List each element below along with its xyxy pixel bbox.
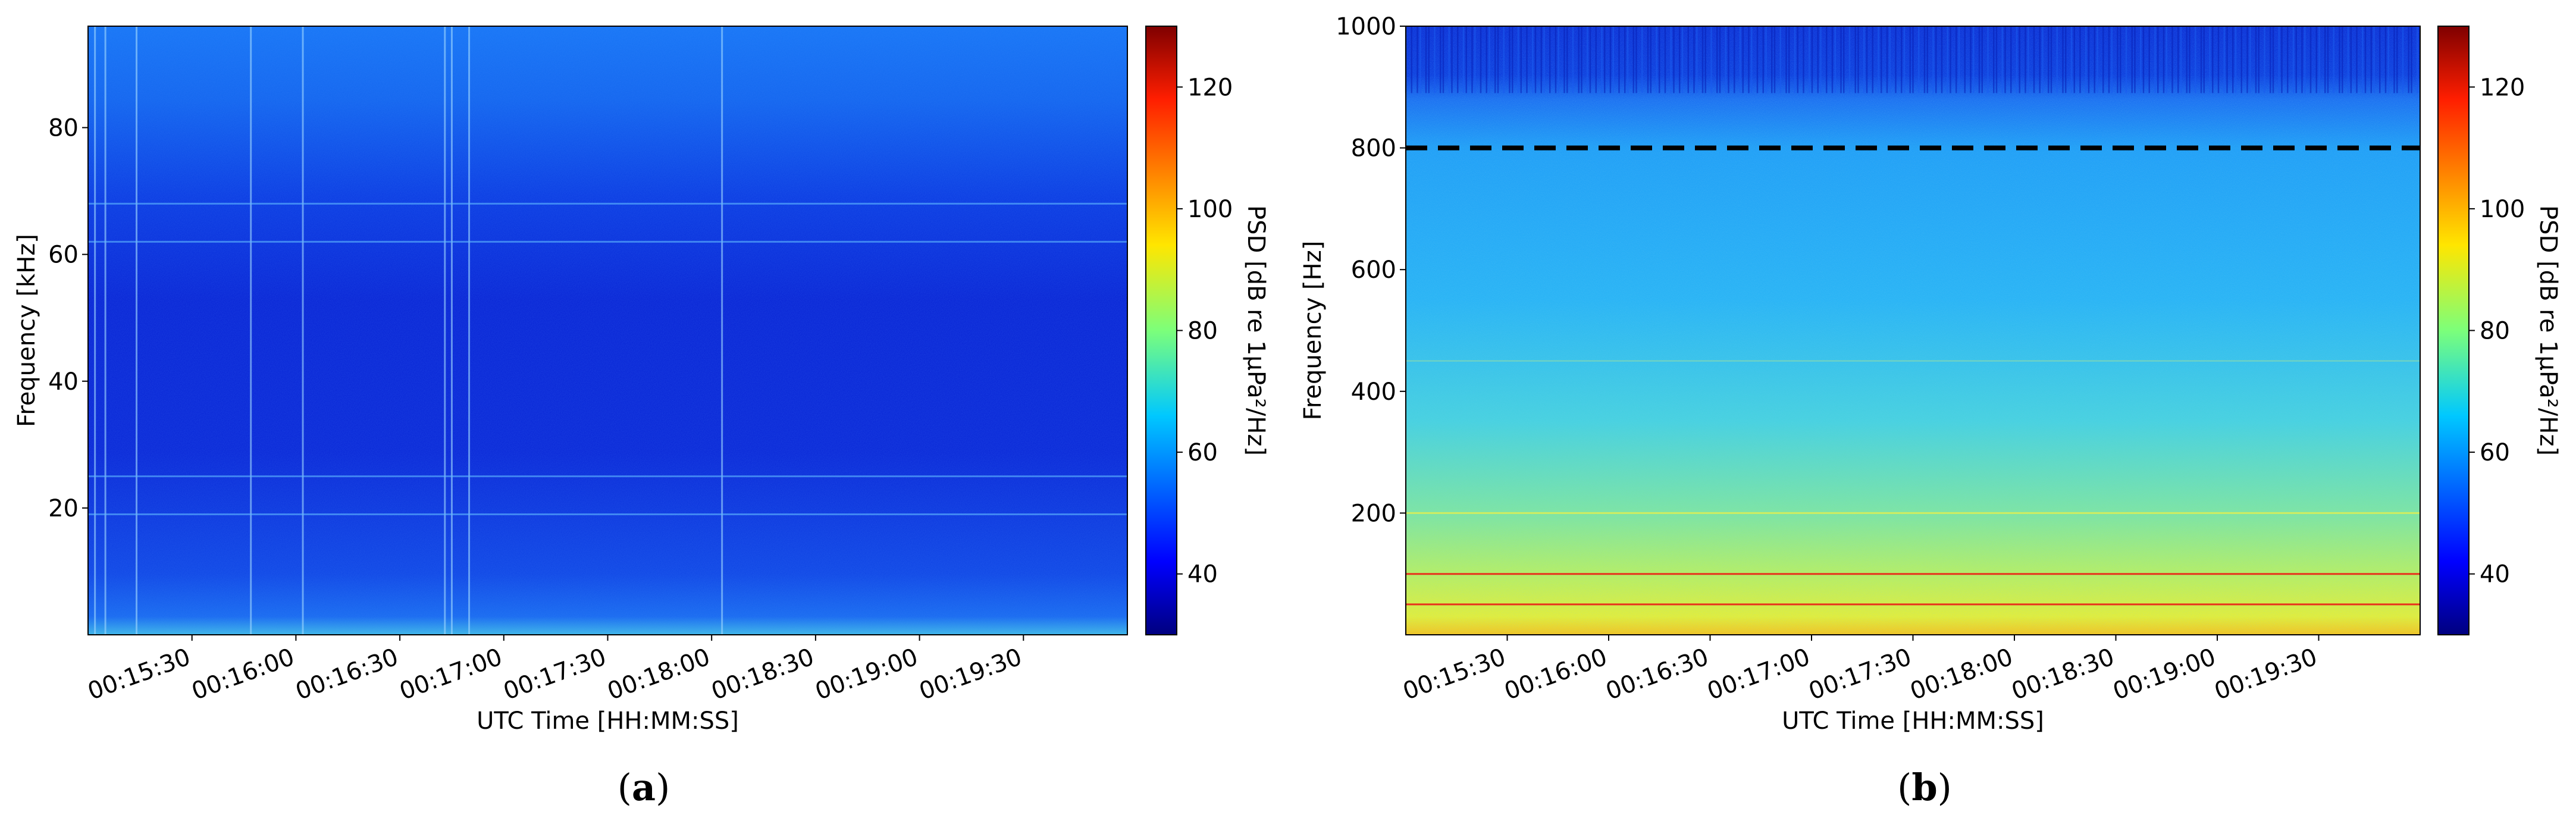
colorbar-tick-label: 40 — [2480, 561, 2510, 588]
y-tick-label: 400 — [1351, 378, 1396, 406]
colorbar-tick-label: 60 — [1187, 439, 1218, 466]
x-axis-label: UTC Time [HH:MM:SS] — [1782, 707, 2044, 735]
y-axis-label: Frequency [kHz] — [13, 234, 40, 427]
y-tick-label: 200 — [1351, 500, 1396, 527]
y-axis-label: Frequency [Hz] — [1299, 241, 1327, 421]
x-tick-label: 00:16:00 — [1501, 643, 1611, 706]
y-tick-label: 600 — [1351, 256, 1396, 284]
colorbar-label: PSD [dB re 1μPa²/Hz] — [2534, 205, 2562, 456]
colorbar-tick-label: 80 — [2480, 318, 2510, 345]
x-tick-label: 00:17:30 — [1805, 643, 1915, 706]
colorbar — [2437, 26, 2470, 635]
spectrogram-noise — [1406, 26, 2420, 635]
x-tick-label: 00:18:00 — [1907, 643, 2017, 706]
colorbar — [1145, 26, 1177, 635]
colorbar-tick-label: 40 — [1187, 561, 1218, 588]
y-tick-label: 60 — [48, 242, 79, 269]
x-tick-label: 00:18:30 — [2008, 643, 2118, 706]
panel-label: (a) — [618, 766, 670, 809]
colorbar-tick-label: 120 — [1187, 74, 1233, 101]
x-tick-label: 00:19:30 — [2211, 643, 2321, 706]
spectrogram-noise — [88, 26, 1127, 635]
x-axis-label: UTC Time [HH:MM:SS] — [477, 707, 739, 735]
colorbar-tick-label: 100 — [1187, 196, 1233, 223]
y-tick-label: 20 — [48, 495, 79, 522]
x-tick-label: 00:16:30 — [1602, 643, 1712, 706]
colorbar-label: PSD [dB re 1μPa²/Hz] — [1242, 205, 1270, 456]
colorbar-tick-label: 60 — [2480, 439, 2510, 466]
colorbar-tick-label: 120 — [2480, 74, 2525, 101]
colorbar-tick-label: 80 — [1187, 318, 1218, 345]
panel-label: (b) — [1897, 766, 1952, 809]
x-tick-label: 00:19:30 — [916, 643, 1026, 706]
x-tick-label: 00:15:30 — [1399, 643, 1509, 706]
y-tick-label: 40 — [48, 368, 79, 396]
y-tick-label: 80 — [48, 115, 79, 142]
spectrogram-a: 20 40 60 80 00:15:3000:16:0000:16:3000:17:00… — [13, 26, 1270, 809]
colorbar-tick-label: 100 — [2480, 196, 2525, 223]
x-tick-label: 00:19:00 — [811, 643, 922, 706]
x-tick-label: 00:17:00 — [1704, 643, 1814, 706]
x-tick-label: 00:18:30 — [708, 643, 818, 706]
x-tick-label: 00:17:00 — [396, 643, 506, 706]
x-tick-label: 00:17:30 — [500, 643, 610, 706]
x-tick-label: 00:16:00 — [188, 643, 298, 706]
y-tick-label: 800 — [1351, 135, 1396, 162]
x-tick-label: 00:18:00 — [604, 643, 714, 706]
y-tick-label: 1000 — [1336, 13, 1396, 40]
spectrogram-b: 200 400 600 800 1000 00:15:3000:16:0000:16:30… — [1299, 13, 2562, 809]
x-tick-label: 00:16:30 — [292, 643, 402, 706]
x-tick-label: 00:15:30 — [84, 643, 195, 706]
x-tick-label: 00:19:00 — [2110, 643, 2220, 706]
